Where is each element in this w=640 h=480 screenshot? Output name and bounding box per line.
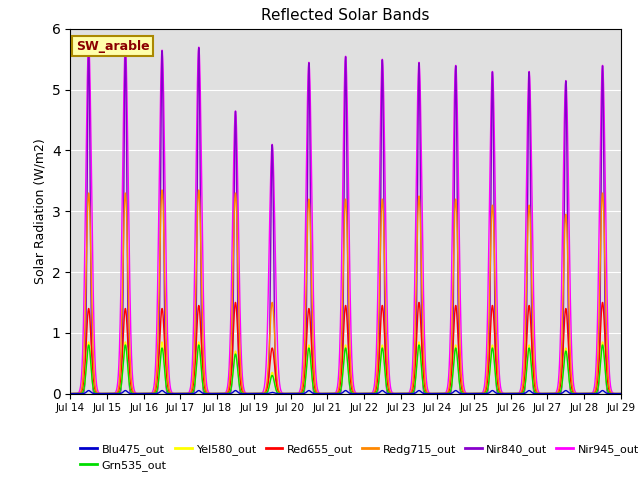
Y-axis label: Solar Radiation (W/m2): Solar Radiation (W/m2) — [33, 138, 46, 284]
Title: Reflected Solar Bands: Reflected Solar Bands — [261, 9, 430, 24]
Text: SW_arable: SW_arable — [76, 40, 150, 53]
Legend: Blu475_out, Grn535_out, Yel580_out, Red655_out, Redg715_out, Nir840_out, Nir945_: Blu475_out, Grn535_out, Yel580_out, Red6… — [76, 439, 640, 476]
